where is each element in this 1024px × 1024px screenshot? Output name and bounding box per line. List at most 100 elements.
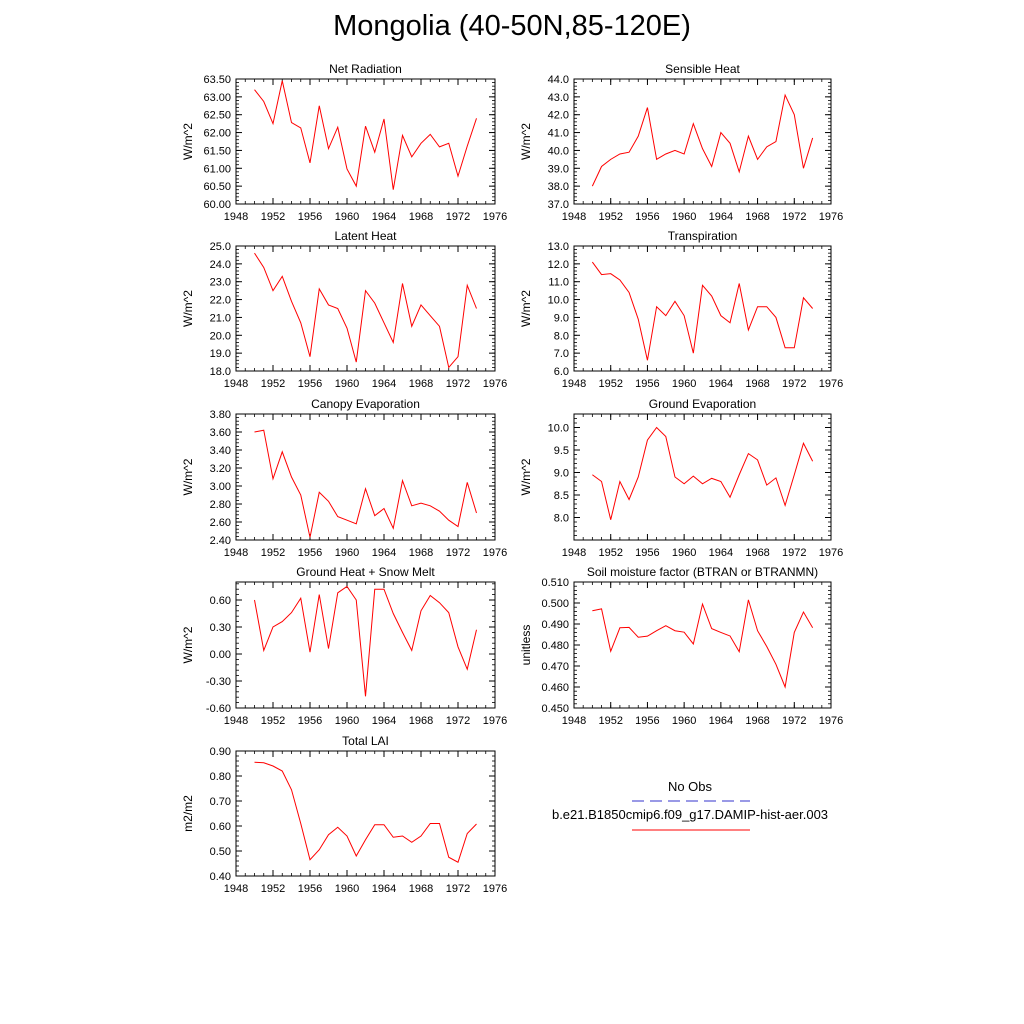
- y-axis-label: unitless: [519, 625, 533, 666]
- y-tick-label: 61.00: [203, 163, 231, 175]
- chart-panel-0: 1948 1952 1956 1960 1964 1968 1972 1976 60.00 60.…: [181, 62, 507, 223]
- x-tick-label: 1956: [298, 378, 322, 390]
- plot-frame: [235, 413, 496, 541]
- x-tick-label: 1948: [562, 547, 586, 559]
- x-tick-label: 1972: [782, 378, 806, 390]
- y-tick-label: 2.40: [210, 535, 231, 547]
- y-tick-label: 0.490: [541, 619, 569, 631]
- x-tick-label: 1976: [819, 547, 843, 559]
- y-tick-label: 0.90: [210, 746, 231, 758]
- x-tick-label: 1956: [635, 378, 659, 390]
- chart-panel-3: 1948 1952 1956 1960 1964 1968 1972 1976 6.0 7.0 8.…: [519, 229, 843, 390]
- y-tick-label: 3.60: [210, 427, 231, 439]
- x-tick-label: 1948: [224, 211, 248, 223]
- x-tick-label: 1964: [372, 378, 396, 390]
- x-tick-label: 1968: [409, 211, 433, 223]
- y-tick-label: 13.0: [548, 241, 569, 253]
- chart-title: Latent Heat: [334, 229, 397, 243]
- y-tick-label: 9.5: [554, 445, 569, 457]
- y-tick-label: 61.50: [203, 145, 231, 157]
- x-tick-label: 1964: [372, 547, 396, 559]
- y-tick-label: 20.0: [210, 330, 231, 342]
- x-tick-label: 1968: [409, 715, 433, 727]
- y-tick-label: 0.80: [210, 771, 231, 783]
- y-tick-label: 0.40: [210, 871, 231, 883]
- plot-frame: [235, 750, 496, 877]
- x-tick-label: 1968: [409, 547, 433, 559]
- y-tick-label: 0.470: [541, 661, 569, 673]
- x-tick-label: 1952: [598, 547, 622, 559]
- y-axis-label: W/m^2: [181, 458, 195, 495]
- y-tick-label: 37.0: [548, 199, 569, 211]
- legend-lines: [632, 800, 750, 831]
- chart-panel-8: 1948 1952 1956 1960 1964 1968 1972 1976 0.40 0.50…: [181, 734, 507, 895]
- x-tick-label: 1976: [819, 715, 843, 727]
- y-axis-label: W/m^2: [181, 290, 195, 327]
- y-tick-label: 0.30: [210, 622, 231, 634]
- plot-frame: [573, 245, 832, 372]
- x-tick-label: 1968: [409, 883, 433, 895]
- y-axis-label: W/m^2: [181, 626, 195, 663]
- y-tick-label: 8.0: [554, 330, 569, 342]
- y-tick-label: 0.480: [541, 640, 569, 652]
- y-tick-label: 8.0: [554, 513, 569, 525]
- y-tick-label: 12.0: [548, 259, 569, 271]
- x-tick-label: 1968: [409, 378, 433, 390]
- x-tick-label: 1968: [745, 211, 769, 223]
- x-tick-label: 1976: [819, 378, 843, 390]
- x-tick-label: 1976: [483, 883, 507, 895]
- x-tick-label: 1960: [335, 547, 359, 559]
- x-tick-label: 1964: [709, 211, 733, 223]
- series-line: [254, 80, 477, 190]
- chart-panel-2: 1948 1952 1956 1960 1964 1968 1972 1976 18.0 19.0…: [181, 229, 507, 390]
- y-axis-label: W/m^2: [519, 290, 533, 327]
- x-tick-label: 1956: [635, 547, 659, 559]
- y-tick-label: 3.80: [210, 409, 231, 421]
- x-tick-label: 1960: [672, 715, 696, 727]
- x-tick-label: 1952: [261, 211, 285, 223]
- y-tick-label: 0.510: [541, 577, 569, 589]
- y-tick-label: 25.0: [210, 241, 231, 253]
- chart-panel-1: 1948 1952 1956 1960 1964 1968 1972 1976 37.0 38.0…: [519, 62, 843, 223]
- chart-panel-5: 1948 1952 1956 1960 1964 1968 1972 1976 8.0 8.5 9.…: [519, 397, 843, 559]
- y-tick-label: 62.00: [203, 128, 231, 140]
- x-tick-label: 1952: [261, 883, 285, 895]
- x-tick-label: 1976: [483, 715, 507, 727]
- y-tick-label: 2.60: [210, 517, 231, 529]
- y-axis-label: W/m^2: [519, 458, 533, 495]
- x-tick-label: 1964: [709, 378, 733, 390]
- x-tick-label: 1952: [598, 715, 622, 727]
- y-tick-label: 0.70: [210, 796, 231, 808]
- y-tick-label: 3.40: [210, 445, 231, 457]
- x-tick-label: 1956: [635, 715, 659, 727]
- plot-frame: [235, 78, 496, 205]
- y-tick-label: 9.0: [554, 312, 569, 324]
- x-tick-label: 1948: [224, 715, 248, 727]
- y-tick-label: 11.0: [548, 277, 569, 289]
- y-tick-label: 23.0: [210, 277, 231, 289]
- y-tick-label: 60.00: [203, 199, 231, 211]
- x-tick-label: 1968: [745, 547, 769, 559]
- y-tick-label: 0.460: [541, 682, 569, 694]
- chart-title: Ground Heat + Snow Melt: [296, 565, 435, 579]
- x-tick-label: 1968: [745, 378, 769, 390]
- x-tick-label: 1976: [819, 211, 843, 223]
- x-tick-label: 1972: [446, 211, 470, 223]
- y-axis-label: m2/m2: [181, 795, 195, 832]
- x-tick-label: 1972: [446, 715, 470, 727]
- y-tick-label: 42.0: [548, 110, 569, 122]
- chart-panel-6: 1948 1952 1956 1960 1964 1968 1972 1976 -0.60 -0.…: [181, 565, 507, 727]
- chart-title: Transpiration: [668, 229, 738, 243]
- y-tick-label: 22.0: [210, 295, 231, 307]
- series-line: [254, 585, 477, 697]
- y-tick-label: 63.00: [203, 92, 231, 104]
- y-tick-label: 6.0: [554, 366, 569, 378]
- x-tick-label: 1948: [224, 883, 248, 895]
- x-tick-label: 1960: [335, 378, 359, 390]
- x-tick-label: 1964: [709, 715, 733, 727]
- x-tick-label: 1968: [745, 715, 769, 727]
- y-tick-label: 0.00: [210, 649, 231, 661]
- y-tick-label: 0.60: [210, 821, 231, 833]
- x-tick-label: 1976: [483, 547, 507, 559]
